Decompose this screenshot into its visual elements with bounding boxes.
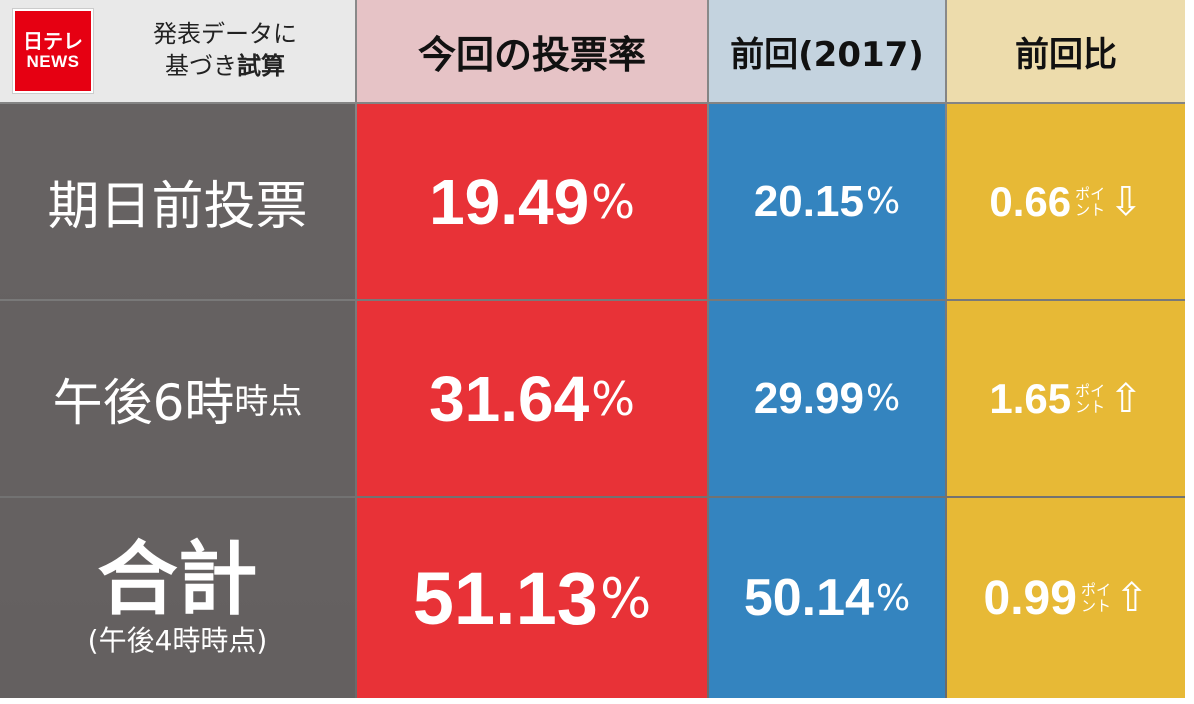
point-unit: ポイ ント <box>1075 184 1106 219</box>
row-label-early-voting: 期日前投票 <box>0 104 355 299</box>
diff-total: 0.99 ポイ ント ⇧ <box>947 498 1185 698</box>
current-total: 51.13% <box>357 498 707 698</box>
previous-total: 50.14% <box>709 498 945 698</box>
ntv-news-logo: 日テレ NEWS <box>13 9 93 93</box>
data-source-note: 発表データに 基づき試算 <box>153 20 297 80</box>
previous-6pm: 29.99% <box>709 301 945 496</box>
arrow-down-icon: ⇩ <box>1109 178 1143 225</box>
row-label-total: 合計 (午後4時時点) <box>0 498 355 698</box>
header-diff: 前回比 <box>947 0 1185 102</box>
header-logo-cell: 日テレ NEWS 発表データに 基づき試算 <box>0 0 355 102</box>
diff-early-voting: 0.66 ポイ ント ⇩ <box>947 104 1185 299</box>
header-current-turnout: 今回の投票率 <box>357 0 707 102</box>
arrow-up-icon: ⇧ <box>1114 575 1149 621</box>
current-early-voting: 19.49% <box>357 104 707 299</box>
header-previous-2017: 前回(2017) <box>709 0 945 102</box>
point-unit: ポイ ント <box>1075 381 1106 416</box>
previous-early-voting: 20.15% <box>709 104 945 299</box>
diff-6pm: 1.65 ポイ ント ⇧ <box>947 301 1185 496</box>
current-6pm: 31.64% <box>357 301 707 496</box>
row-label-6pm: 午後6時 時点 <box>0 301 355 496</box>
arrow-up-icon: ⇧ <box>1109 375 1143 422</box>
point-unit: ポイ ント <box>1080 581 1111 615</box>
